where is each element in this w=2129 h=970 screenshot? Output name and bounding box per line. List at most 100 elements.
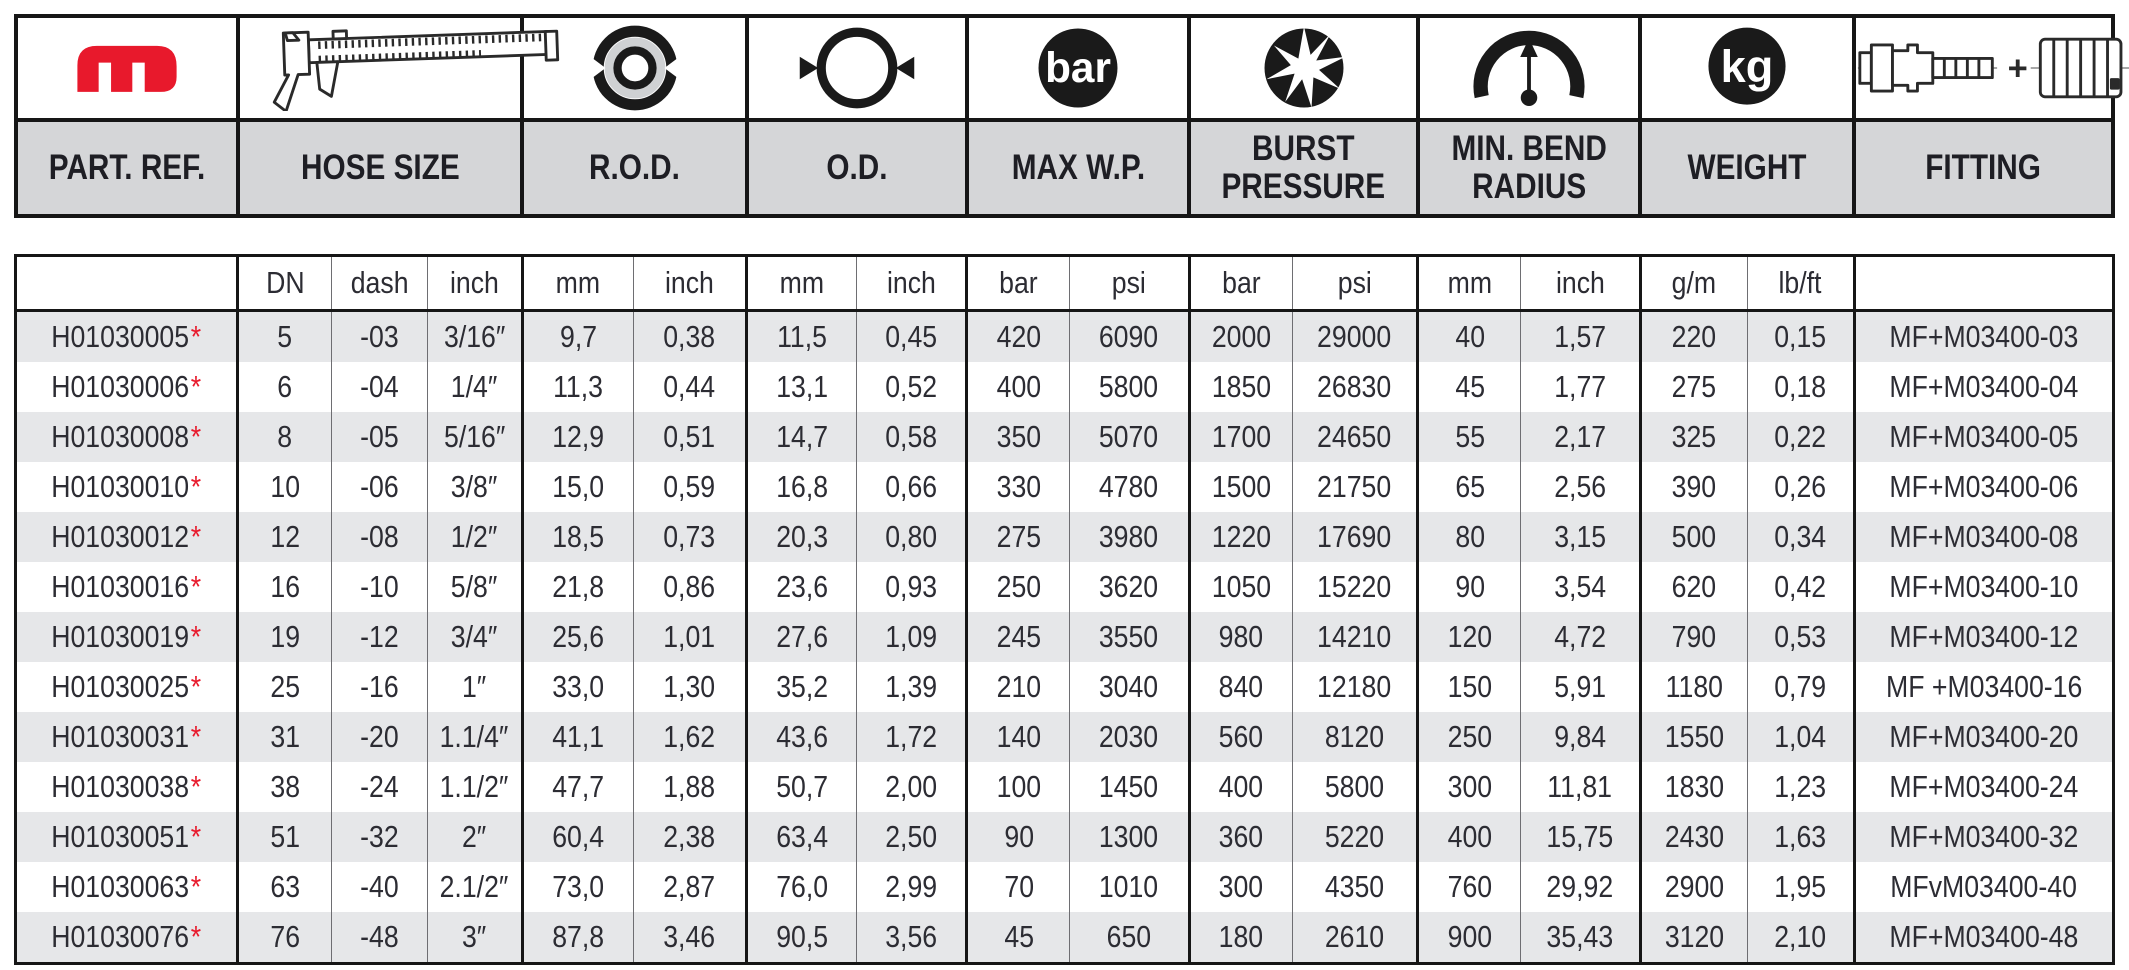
part-ref-text: H01030051*	[52, 819, 202, 855]
unit-cell-dn: DN	[236, 255, 332, 312]
unit-cell-fitting-blank	[1852, 255, 2114, 312]
unit-text: bar	[999, 265, 1039, 300]
cell-value: 5,91	[1554, 669, 1606, 704]
cell-burst-psi: 14210	[1291, 612, 1418, 662]
cell-value: 0,34	[1774, 519, 1827, 554]
cell-burst-psi: 15220	[1291, 562, 1418, 612]
cell-value: 8	[277, 419, 293, 454]
cell-inch: 3/16″	[427, 310, 523, 362]
spec-row: H01030025* 25 -16 1″ 33,0 1,30 35,2 1,39 210 3040…	[15, 662, 2114, 712]
cell-burst-psi: 5800	[1291, 762, 1418, 812]
cell-maxwp-bar: 210	[965, 662, 1070, 712]
cell-burst-psi: 26830	[1291, 362, 1418, 412]
cell-maxwp-psi: 2030	[1069, 712, 1190, 762]
cell-value: -24	[360, 769, 399, 804]
cell-value: 5	[277, 319, 293, 354]
cell-value: 41,1	[552, 719, 605, 754]
part-ref-text: H01030008*	[52, 419, 202, 455]
cell-rod-inch: 0,44	[632, 362, 747, 412]
spec-row: H01030012* 12 -08 1/2″ 18,5 0,73 20,3 0,80 275 39…	[15, 512, 2114, 562]
cell-value: 3980	[1099, 519, 1159, 554]
cell-burst-bar: 1850	[1187, 362, 1293, 412]
cell-value: 17690	[1317, 519, 1392, 554]
cell-inch: 1″	[427, 662, 523, 712]
cell-value: 3/8″	[451, 469, 498, 504]
cell-fitting: MF+M03400-05	[1852, 412, 2114, 462]
cell-value: 33,0	[552, 669, 605, 704]
cell-value: 0,45	[885, 319, 938, 354]
unit-text: psi	[1337, 265, 1372, 300]
cell-rod-inch: 0,59	[632, 462, 747, 512]
cell-maxwp-bar: 350	[965, 412, 1070, 462]
cell-bend-mm: 250	[1416, 712, 1521, 762]
cell-part-ref: H01030016*	[16, 562, 238, 612]
footnote-asterisk: *	[191, 519, 202, 554]
cell-fitting: MF+M03400-20	[1852, 712, 2114, 762]
part-number: H01030031	[51, 719, 190, 754]
cell-od-inch: 2,99	[856, 862, 967, 912]
cell-burst-bar: 300	[1187, 862, 1293, 912]
bar-pressure-icon: bar	[1038, 28, 1118, 108]
unit-text: inch	[1555, 265, 1605, 300]
cell-value: 0,51	[663, 419, 716, 454]
cell-od-inch: 1,09	[856, 612, 967, 662]
column-title-burst: BURST PRESSURE	[1187, 118, 1420, 218]
cell-weight-g-m: 2430	[1638, 812, 1748, 862]
cell-rod-mm: 47,7	[520, 762, 634, 812]
cell-bend-mm: 150	[1416, 662, 1521, 712]
part-number: H01030019	[51, 619, 190, 654]
cell-burst-psi: 29000	[1291, 310, 1418, 362]
cell-value: 5220	[1324, 819, 1385, 854]
unit-text: mm	[1447, 265, 1493, 300]
cell-weight-g-m: 275	[1638, 362, 1748, 412]
footnote-asterisk: *	[191, 319, 202, 354]
cell-inch: 1.1/2″	[427, 762, 523, 812]
cell-part-ref: H01030006*	[16, 362, 238, 412]
cell-maxwp-bar: 275	[965, 512, 1070, 562]
kg-badge-text: kg	[1721, 41, 1774, 92]
cell-value: 650	[1106, 919, 1152, 954]
cell-od-mm: 23,6	[745, 562, 857, 612]
cell-value: 3550	[1099, 619, 1159, 654]
cell-value: 18,5	[552, 519, 605, 554]
cell-value: 1,01	[663, 619, 716, 654]
cell-value: 3,46	[663, 919, 716, 954]
spec-row: H01030016* 16 -10 5/8″ 21,8 0,86 23,6 0,93 250 36…	[15, 562, 2114, 612]
cell-maxwp-psi: 3980	[1069, 512, 1190, 562]
cell-value: 3″	[462, 919, 487, 954]
cell-value: 0,58	[885, 419, 938, 454]
part-number: H01030038	[51, 769, 190, 804]
footnote-asterisk: *	[191, 619, 202, 654]
cell-part-ref: H01030076*	[16, 912, 238, 964]
cell-od-inch: 1,39	[856, 662, 967, 712]
cell-dash: -03	[330, 310, 428, 362]
cell-value: -06	[360, 469, 399, 504]
cell-value: 1,72	[885, 719, 938, 754]
cell-inch: 5/8″	[427, 562, 523, 612]
cell-value: -05	[360, 419, 399, 454]
cell-value: 4,72	[1554, 619, 1606, 654]
cell-od-mm: 43,6	[745, 712, 857, 762]
cell-value: 10	[270, 469, 300, 504]
cell-burst-bar: 1700	[1187, 412, 1293, 462]
footnote-asterisk: *	[191, 469, 202, 504]
cell-bend-inch: 15,75	[1520, 812, 1641, 862]
cell-burst-psi: 12180	[1291, 662, 1418, 712]
cell-bend-inch: 9,84	[1520, 712, 1641, 762]
cell-value: 400	[1218, 769, 1264, 804]
cell-rod-inch: 0,73	[632, 512, 747, 562]
cell-dash: -10	[330, 562, 428, 612]
cell-weight-g-m: 1830	[1638, 762, 1748, 812]
cell-value: 300	[1218, 869, 1264, 904]
cell-maxwp-psi: 5800	[1069, 362, 1190, 412]
cell-bend-mm: 40	[1416, 310, 1521, 362]
unit-cell-burst-bar: bar	[1187, 255, 1293, 312]
cell-burst-bar: 400	[1187, 762, 1293, 812]
cell-rod-inch: 1,62	[632, 712, 747, 762]
cell-fitting: MF+M03400-08	[1852, 512, 2114, 562]
cell-bend-inch: 35,43	[1520, 912, 1641, 964]
cell-fitting: MF+M03400-10	[1852, 562, 2114, 612]
part-number: H01030016	[51, 569, 190, 604]
cell-value: 3120	[1664, 919, 1724, 954]
cell-od-mm: 16,8	[745, 462, 857, 512]
